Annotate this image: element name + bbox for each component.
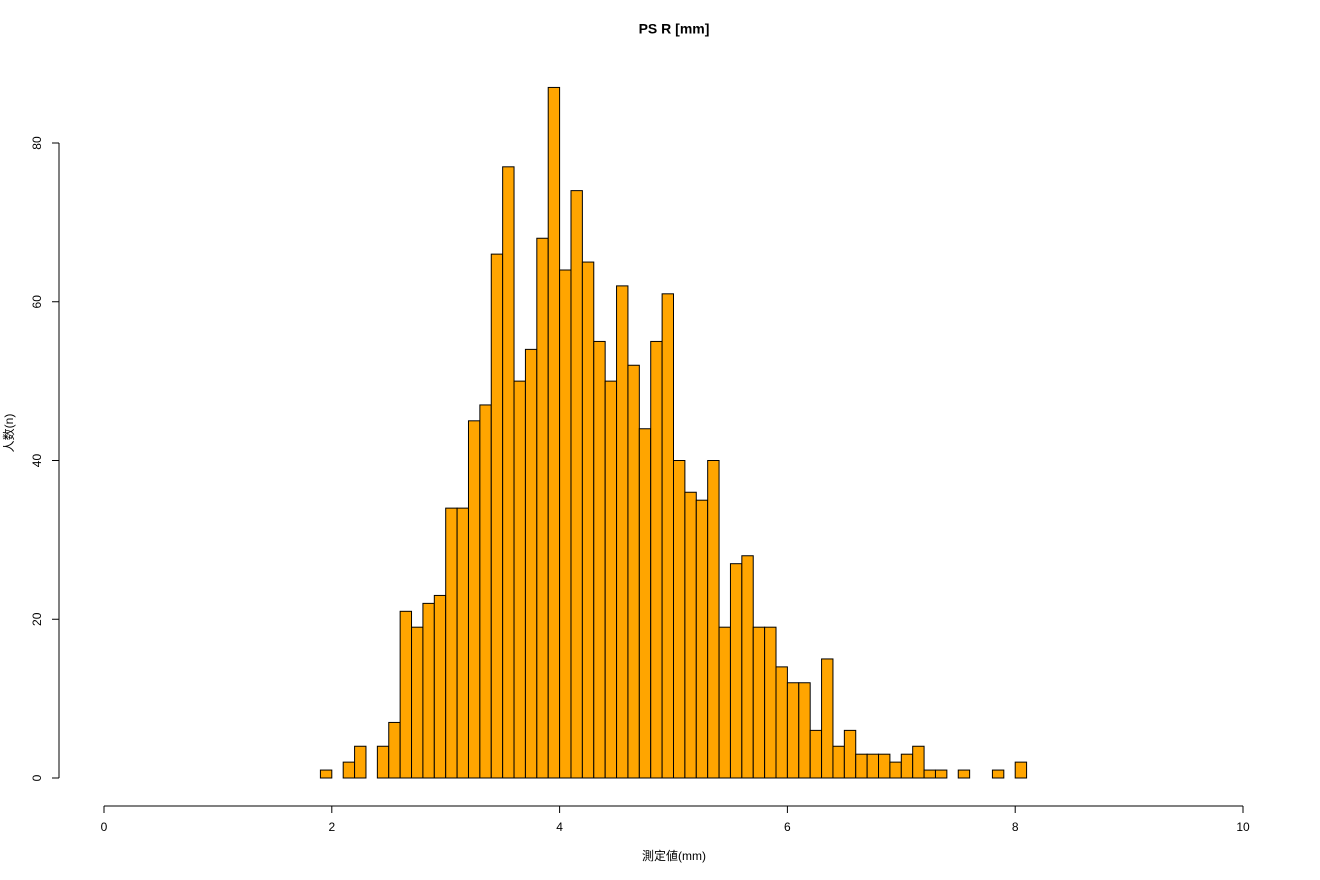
bar (593, 340, 606, 779)
bar (638, 428, 652, 779)
bar (467, 420, 481, 779)
bar (866, 753, 880, 779)
x-tick-label: 8 (1012, 820, 1019, 834)
bar (764, 626, 777, 779)
bar (650, 340, 663, 779)
bar (912, 745, 925, 779)
bar (319, 769, 333, 779)
bar (786, 682, 800, 779)
y-tick-label: 20 (30, 612, 44, 626)
bar (604, 380, 618, 779)
bar (536, 237, 549, 779)
bar (445, 507, 458, 779)
bar (342, 761, 356, 779)
bar (502, 166, 515, 779)
bar (718, 626, 731, 779)
bar (843, 729, 857, 779)
x-tick-label: 2 (328, 820, 335, 834)
bar (934, 769, 948, 779)
bar (923, 769, 936, 779)
x-tick-label: 4 (556, 820, 563, 834)
bar (411, 626, 424, 779)
bar (991, 769, 1005, 779)
bar (422, 602, 435, 779)
bar (547, 86, 561, 779)
bar (729, 563, 743, 779)
bar (741, 555, 754, 779)
bar (1014, 761, 1028, 779)
bar (707, 460, 720, 779)
bar (456, 507, 469, 779)
bar (832, 745, 845, 779)
bar (376, 745, 390, 779)
bar (388, 721, 401, 779)
bar (752, 626, 766, 779)
bar (513, 380, 526, 779)
bar (570, 190, 583, 779)
bar (581, 261, 595, 779)
bar (798, 682, 811, 779)
x-axis-label: 測定値(mm) (642, 848, 706, 863)
bar (479, 404, 492, 779)
bar (855, 753, 868, 779)
bar (627, 364, 640, 779)
y-tick-label: 80 (30, 136, 44, 150)
bar (900, 753, 914, 779)
bar (673, 460, 686, 779)
bar (957, 769, 971, 779)
x-tick-label: 6 (784, 820, 791, 834)
bar (616, 285, 629, 779)
bar (354, 745, 367, 779)
bar (775, 666, 788, 779)
bar (661, 293, 674, 779)
bar (821, 658, 834, 779)
x-tick-label: 10 (1236, 820, 1250, 834)
bar (490, 253, 504, 779)
y-tick-label: 60 (30, 295, 44, 309)
y-tick-label: 0 (30, 774, 44, 781)
y-tick-label: 40 (30, 454, 44, 468)
bar (889, 761, 902, 779)
x-tick-label: 0 (101, 820, 108, 834)
bar (559, 269, 572, 779)
bar (684, 491, 697, 779)
bar (695, 499, 709, 779)
chart-title: PS R [mm] (639, 21, 710, 37)
bar (524, 348, 538, 779)
bar (809, 729, 823, 779)
bar (399, 610, 413, 779)
bar (433, 594, 447, 779)
bar (878, 753, 891, 779)
y-axis-label: 人数(n) (1, 414, 16, 453)
